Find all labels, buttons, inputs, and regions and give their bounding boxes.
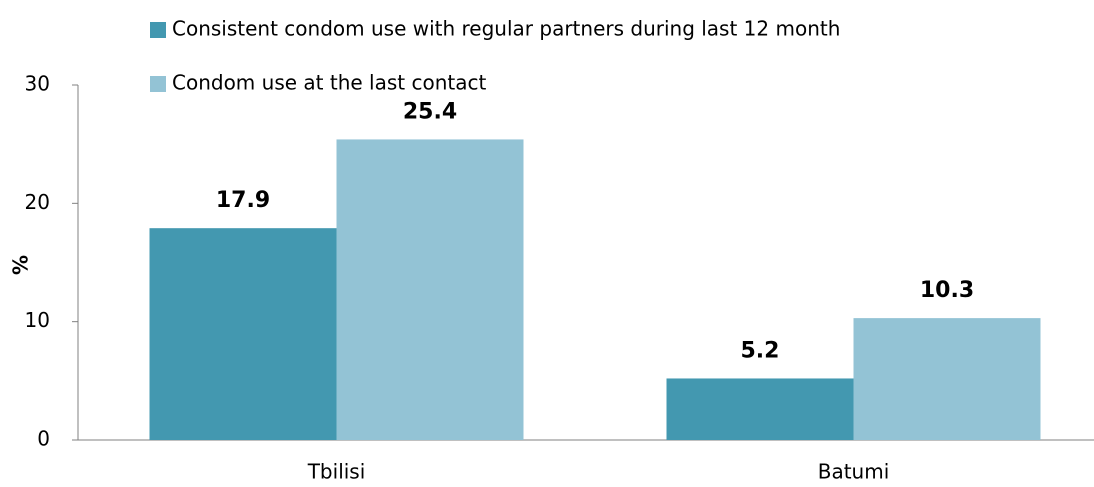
bar [853,318,1041,440]
legend-label: Consistent condom use with regular partn… [172,17,840,41]
bar [666,378,854,440]
y-tick-label: 0 [37,427,50,451]
x-tick-label: Batumi [818,460,890,484]
value-label: 25.4 [403,99,457,124]
legend-label: Condom use at the last contact [172,71,486,95]
value-label: 10.3 [920,278,974,303]
y-tick-label: 20 [25,190,50,214]
bar [336,139,524,440]
legend-swatch [150,76,166,92]
value-label: 17.9 [216,188,270,213]
y-axis-label: % [9,255,33,275]
y-tick-label: 30 [25,72,50,96]
x-tick-label: Tbilisi [307,460,366,484]
y-tick-label: 10 [25,308,50,332]
legend-swatch [150,22,166,38]
bar [149,228,337,440]
value-label: 5.2 [741,338,780,363]
